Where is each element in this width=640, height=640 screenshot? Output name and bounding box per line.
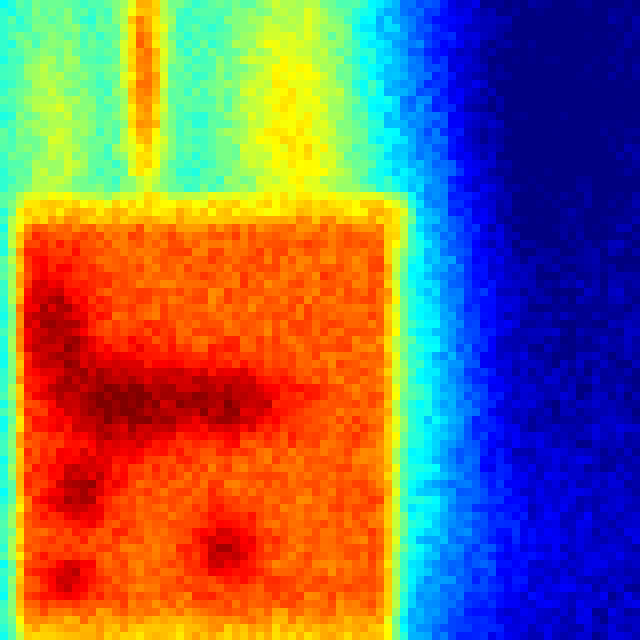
- heatmap-canvas: [0, 0, 640, 640]
- thermal-image: [0, 0, 640, 640]
